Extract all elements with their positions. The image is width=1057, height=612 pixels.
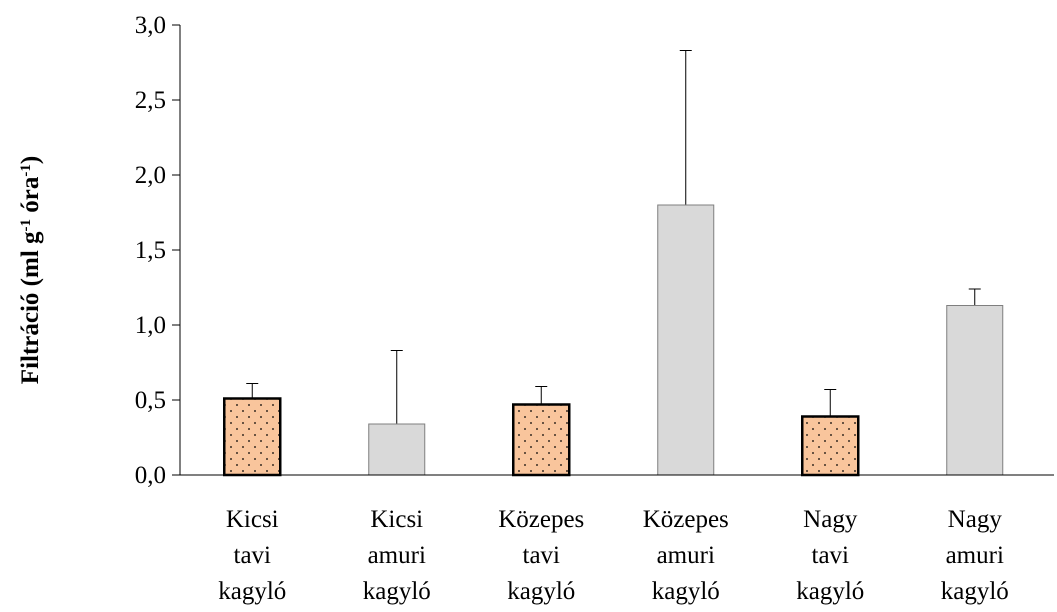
y-label-superscript: -1 bbox=[18, 219, 34, 232]
x-tick-label: Nagy bbox=[803, 506, 858, 533]
y-tick-label: 0,0 bbox=[135, 462, 166, 489]
x-tick-label: Kicsi bbox=[226, 506, 279, 533]
bar bbox=[946, 305, 1004, 476]
x-tick-label: tavi bbox=[812, 542, 850, 569]
y-tick-label: 1,5 bbox=[135, 237, 166, 264]
x-tick-label: Kicsi bbox=[370, 506, 423, 533]
x-tick-label: tavi bbox=[523, 542, 561, 569]
bar bbox=[368, 423, 426, 476]
y-tick-label: 2,5 bbox=[135, 87, 166, 114]
bar bbox=[801, 415, 860, 477]
bar bbox=[223, 397, 282, 477]
y-label-part: ) bbox=[17, 156, 44, 164]
y-label-part: óra bbox=[17, 176, 44, 219]
x-tick-label: kagyló bbox=[363, 578, 431, 605]
bar bbox=[512, 403, 571, 477]
y-tick-label: 1,0 bbox=[135, 312, 166, 339]
x-tick-label: Közepes bbox=[498, 506, 584, 533]
y-tick-label: 0,5 bbox=[135, 387, 166, 414]
x-tick-label: kagyló bbox=[507, 578, 575, 605]
bar bbox=[657, 204, 715, 476]
y-tick-label: 3,0 bbox=[135, 12, 166, 39]
x-tick-label: tavi bbox=[234, 542, 272, 569]
x-tick-label: amuri bbox=[657, 542, 715, 569]
y-axis-label: Filtráció (ml g-1 óra-1) bbox=[17, 156, 44, 384]
x-tick-label: kagyló bbox=[941, 578, 1009, 605]
y-label-superscript: -1 bbox=[18, 164, 34, 177]
x-tick-label: kagyló bbox=[796, 578, 864, 605]
x-tick-label: kagyló bbox=[652, 578, 720, 605]
y-label-part: Filtráció (ml g bbox=[17, 231, 44, 384]
x-tick-label: Közepes bbox=[643, 506, 729, 533]
y-tick-label: 2,0 bbox=[135, 162, 166, 189]
x-tick-label: Nagy bbox=[948, 506, 1003, 533]
x-tick-label: amuri bbox=[368, 542, 426, 569]
x-tick-label: kagyló bbox=[218, 578, 286, 605]
x-tick-label: amuri bbox=[946, 542, 1004, 569]
